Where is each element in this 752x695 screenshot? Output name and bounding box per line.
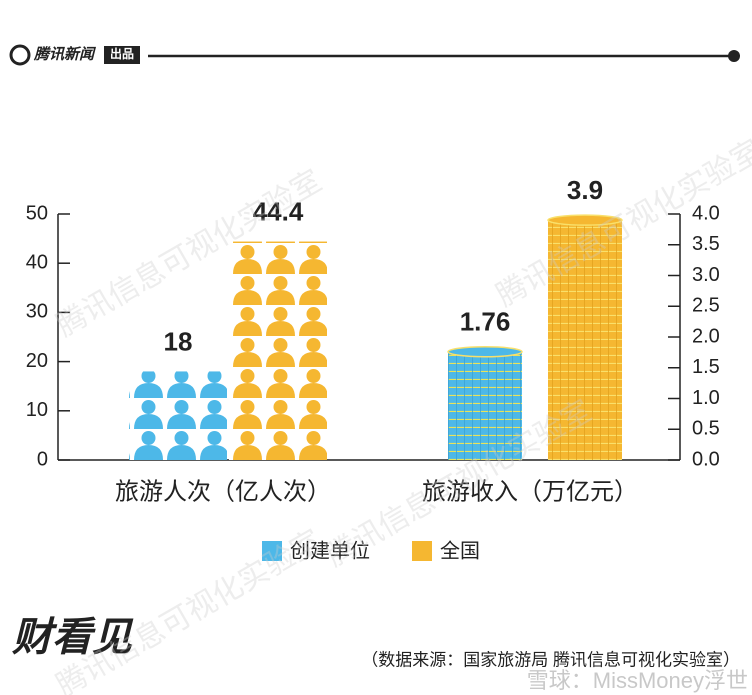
y2-tick-label: 0.0 (692, 448, 720, 470)
x-tick-label: 旅游收入（万亿元） (422, 478, 638, 505)
y2-tick-label: 3.0 (692, 264, 720, 286)
footer-logo: 财看见 (12, 616, 134, 660)
value-label: 18 (164, 326, 193, 356)
legend-swatch (262, 541, 282, 561)
y2-tick-label: 2.0 (692, 325, 720, 347)
value-label: 44.4 (253, 196, 304, 226)
y2-tick-label: 1.0 (692, 387, 720, 409)
bar (448, 351, 522, 460)
source: （数据来源：国家旅游局 腾讯信息可视化实验室） (361, 650, 740, 669)
credit: 雪球：MissMoney浮世 (527, 668, 748, 693)
y2-tick-label: 2.5 (692, 295, 720, 317)
y-tick-label: 40 (26, 251, 48, 273)
legend-swatch (412, 541, 432, 561)
legend-label: 创建单位 (290, 539, 370, 562)
brand: 腾讯新闻 (33, 45, 97, 63)
tag-box (104, 46, 140, 64)
y-tick-label: 20 (26, 350, 48, 372)
y-tick-label: 30 (26, 301, 48, 323)
bar (229, 241, 327, 460)
bar (548, 220, 622, 460)
brand-tag: 出品 (110, 46, 134, 61)
y-tick-label: 50 (26, 202, 48, 224)
y-tick-label: 10 (26, 399, 48, 421)
bar (129, 371, 227, 460)
watermark: 腾讯信息可视化实验室 (51, 524, 327, 695)
y2-tick-label: 4.0 (692, 202, 720, 224)
y-tick-label: 0 (37, 448, 48, 470)
coin-top (447, 346, 523, 358)
y2-tick-label: 0.5 (692, 418, 720, 440)
x-tick-label: 旅游人次（亿人次） (115, 478, 331, 505)
y2-tick-label: 3.5 (692, 233, 720, 255)
value-label: 3.9 (567, 175, 603, 205)
coin-top (547, 214, 623, 226)
legend-label: 全国 (440, 539, 480, 562)
value-label: 1.76 (460, 307, 511, 337)
y2-tick-label: 1.5 (692, 356, 720, 378)
header-dot (728, 50, 740, 62)
brand-icon (9, 44, 31, 66)
